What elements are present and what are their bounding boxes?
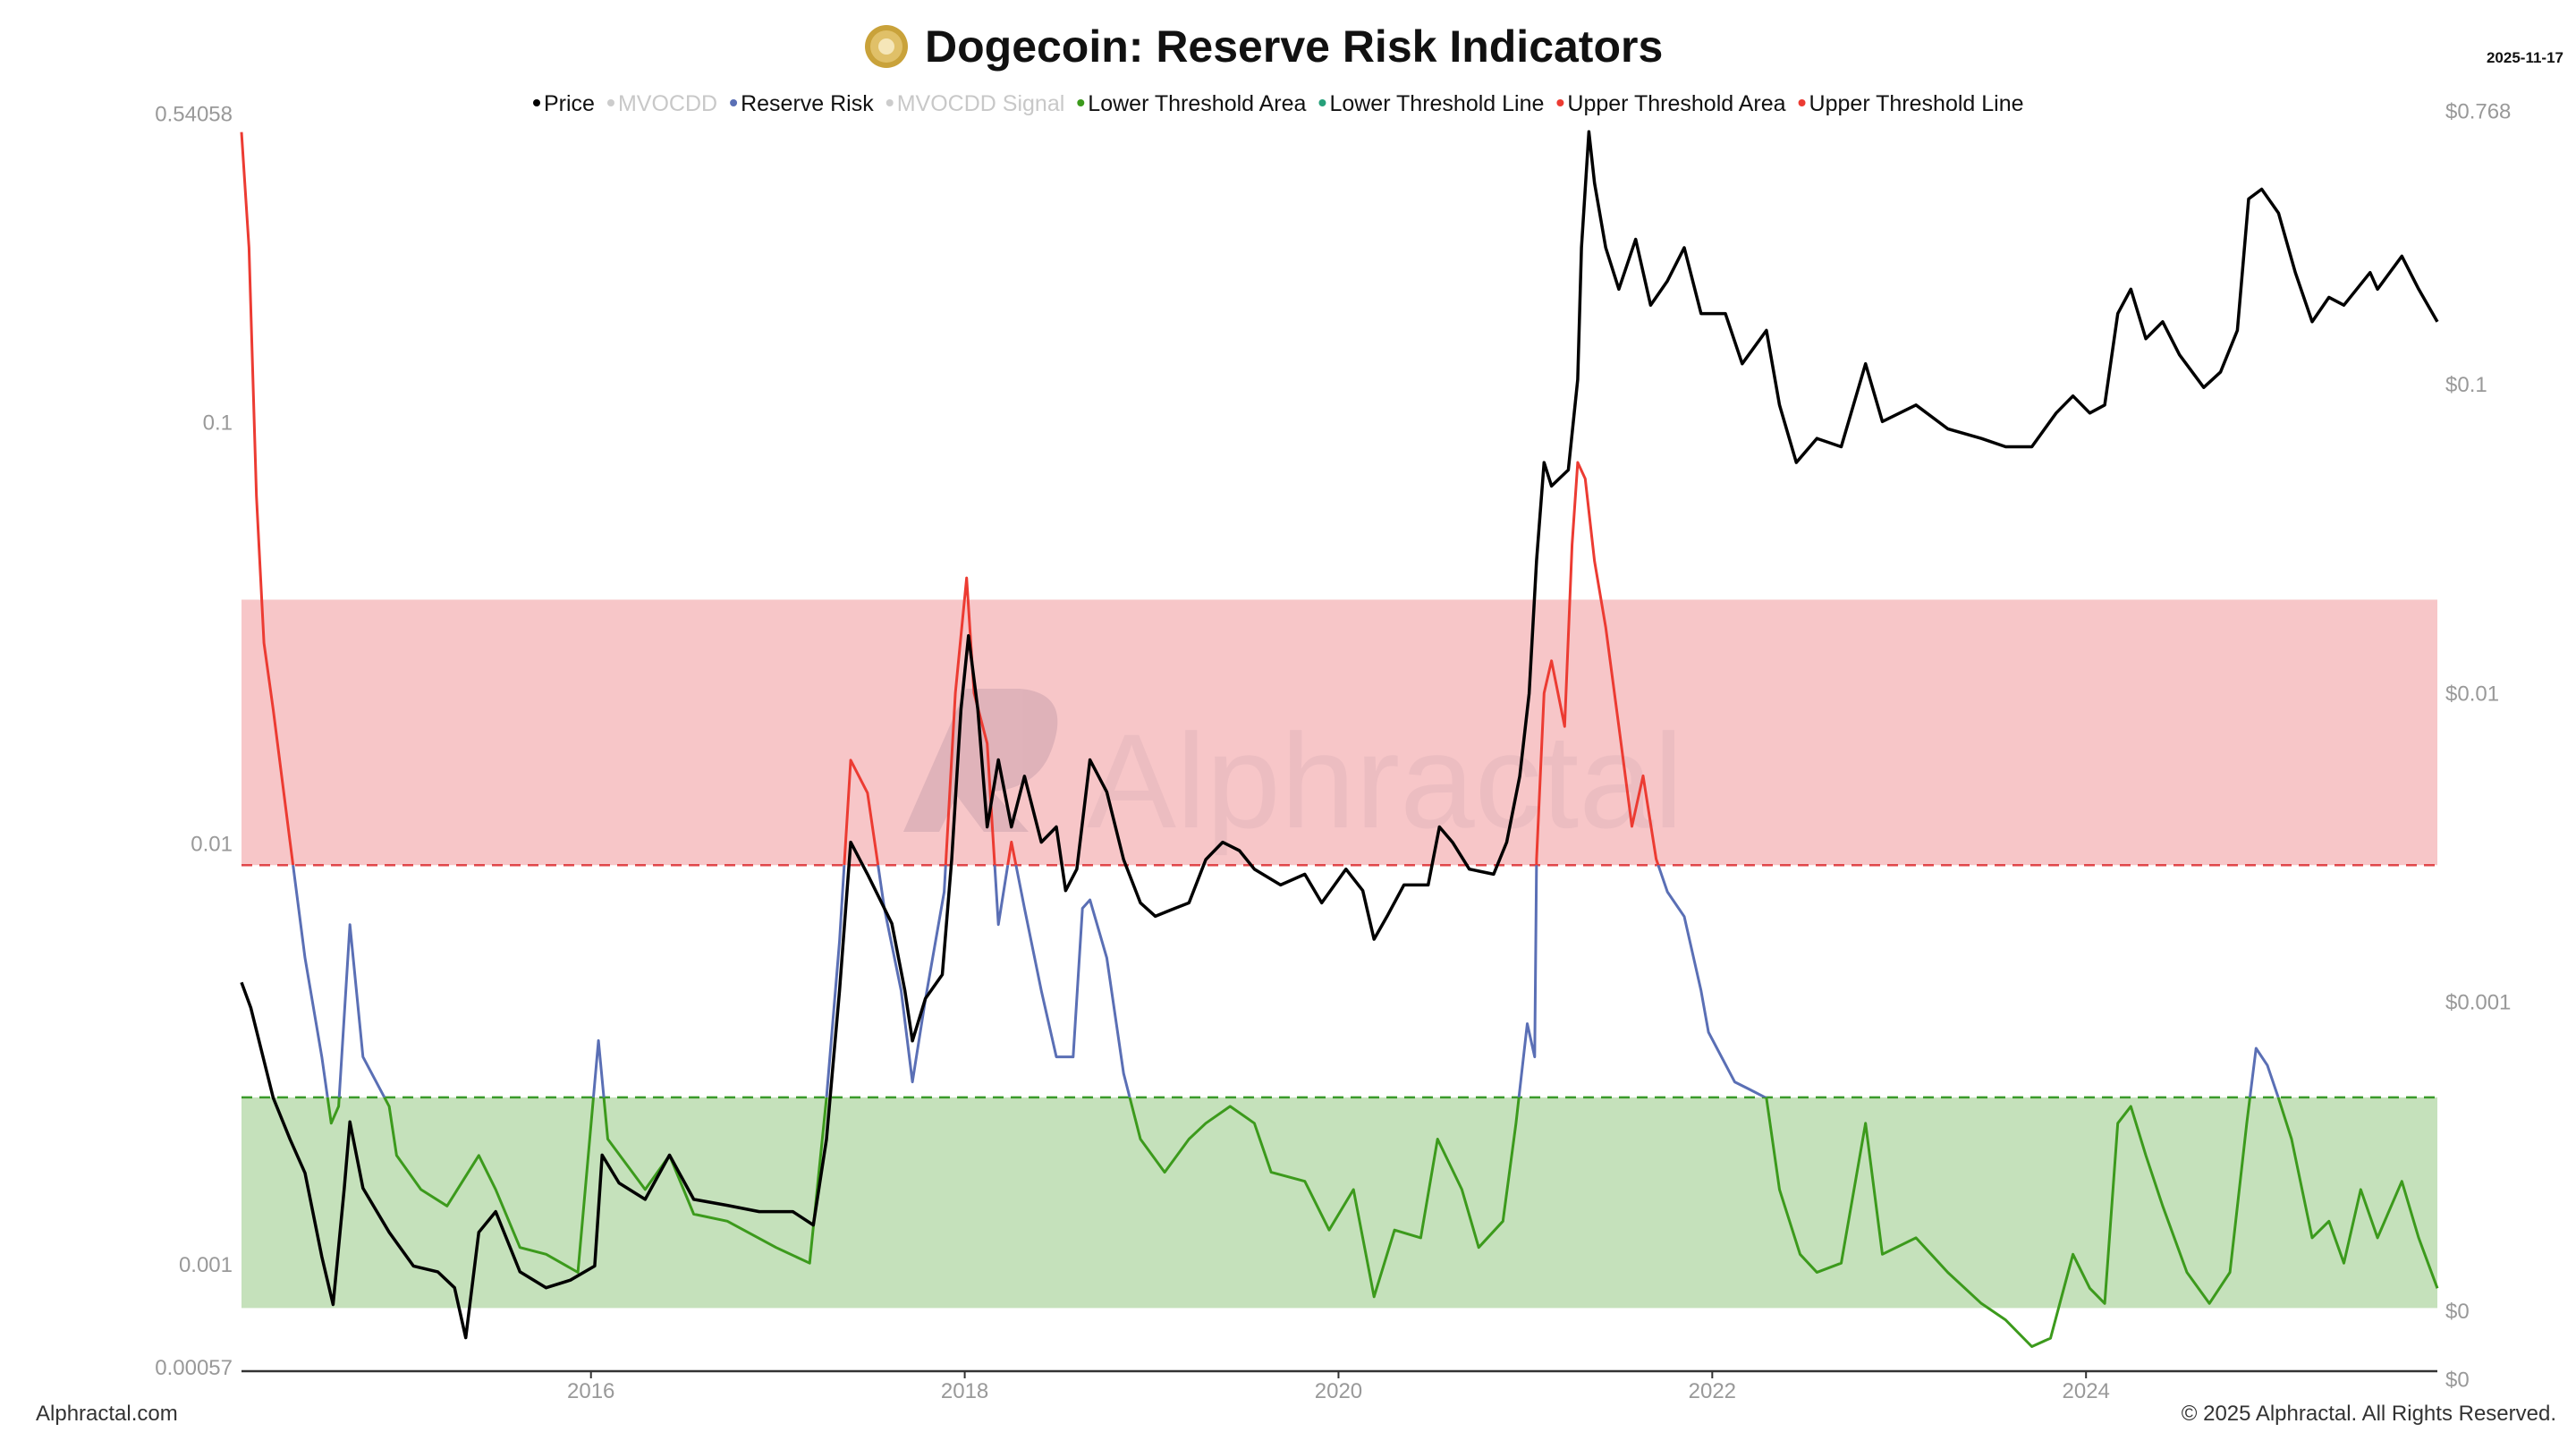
left-y-tick-label: 0.001 — [179, 1253, 233, 1277]
legend-label: Upper Threshold Line — [1809, 91, 2024, 116]
legend-label: Price — [544, 91, 595, 116]
legend-item-mvocdd[interactable]: MVOCDD — [606, 91, 717, 116]
legend-label: Upper Threshold Area — [1567, 91, 1785, 116]
left-y-axis: 0.54058 0.1 0.01 0.001 0.00057 — [155, 103, 233, 1381]
legend-marker-icon — [886, 99, 894, 106]
right-y-axis: $0.768 $0.1 $0.01 $0.001 $0 $0 — [2445, 100, 2511, 1393]
legend-item-price[interactable]: Price — [533, 91, 595, 116]
x-tick-label: 2024 — [2063, 1379, 2110, 1403]
legend-label: MVOCDD — [618, 91, 717, 116]
upper-threshold-area — [242, 599, 2437, 866]
reserve-risk-line-low — [326, 1097, 2439, 1348]
legend-marker-icon — [533, 99, 540, 106]
right-y-tick-label: $0 — [2445, 1300, 2470, 1324]
reserve-risk-series — [240, 131, 2439, 1348]
x-axis: 2016 2018 2020 2022 2024 — [567, 1371, 2110, 1403]
watermark-text: Alphractal — [1087, 706, 1683, 856]
legend-item-mvocdd-signal[interactable]: MVOCDD Signal — [886, 91, 1065, 116]
footer-copyright: © 2025 Alphractal. All Rights Reserved. — [2182, 1402, 2556, 1426]
legend-label: Lower Threshold Line — [1329, 91, 1544, 116]
footer-site: Alphractal.com — [36, 1402, 178, 1426]
legend-marker-icon — [1798, 99, 1806, 106]
left-y-tick-label: 0.00057 — [155, 1356, 233, 1380]
legend-item-upper-threshold-line[interactable]: Upper Threshold Line — [1798, 91, 2024, 116]
right-y-tick-label: $0 — [2445, 1368, 2470, 1392]
reserve-risk-line-mid — [292, 865, 2280, 1097]
legend-label: Lower Threshold Area — [1088, 91, 1306, 116]
chart-title: Dogecoin: Reserve Risk Indicators — [865, 21, 1663, 72]
x-tick-label: 2022 — [1689, 1379, 1736, 1403]
dogecoin-logo-icon — [865, 25, 908, 68]
left-y-tick-label: 0.1 — [203, 411, 233, 436]
left-y-tick-label: 0.01 — [191, 832, 233, 856]
right-y-tick-label: $0.1 — [2445, 373, 2487, 397]
title-text: Dogecoin: Reserve Risk Indicators — [925, 21, 1663, 72]
legend-item-lower-threshold-area[interactable]: Lower Threshold Area — [1077, 91, 1307, 116]
as-of-date: 2025-11-17 — [2487, 49, 2563, 66]
legend-label: Reserve Risk — [741, 91, 874, 116]
left-y-tick-label: 0.54058 — [155, 103, 233, 127]
right-y-tick-label: $0.01 — [2445, 682, 2499, 706]
right-y-tick-label: $0.001 — [2445, 991, 2511, 1015]
legend-marker-icon — [1318, 99, 1326, 106]
legend-item-lower-threshold-line[interactable]: Lower Threshold Line — [1318, 91, 1544, 116]
x-tick-label: 2020 — [1315, 1379, 1362, 1403]
right-y-tick-label: $0.768 — [2445, 100, 2511, 124]
alphractal-watermark: Alphractal — [903, 689, 1683, 856]
legend-marker-icon — [730, 99, 738, 106]
legend-marker-icon — [1556, 99, 1564, 106]
legend-item-upper-threshold-area[interactable]: Upper Threshold Area — [1556, 91, 1786, 116]
legend-item-reserve-risk[interactable]: Reserve Risk — [730, 91, 874, 116]
price-series — [240, 130, 2439, 1340]
legend-marker-icon — [1077, 99, 1085, 106]
x-tick-label: 2016 — [567, 1379, 614, 1403]
legend-label: MVOCDD Signal — [897, 91, 1065, 116]
price-line — [240, 130, 2439, 1340]
legend-marker-icon — [606, 99, 614, 106]
legend: Price MVOCDD Reserve Risk MVOCDD Signal Lowe… — [533, 91, 2024, 116]
x-tick-label: 2018 — [941, 1379, 988, 1403]
